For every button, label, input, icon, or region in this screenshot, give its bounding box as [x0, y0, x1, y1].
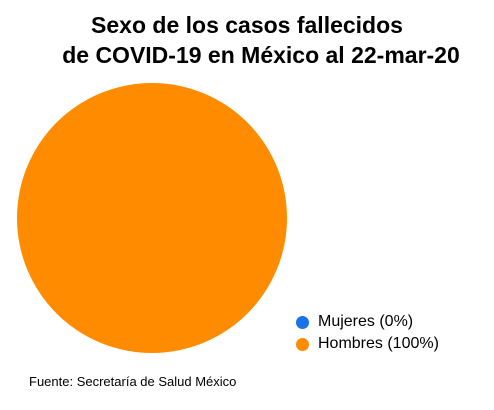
- legend-item-hombres[interactable]: Hombres (100%): [296, 333, 439, 355]
- legend-label-hombres: Hombres (100%): [318, 335, 439, 352]
- legend-label-mujeres: Mujeres (0%): [318, 313, 414, 330]
- pie-slice-hombres[interactable]: [17, 83, 287, 353]
- chart-title: Sexo de los casos fallecidos de COVID-19…: [0, 10, 494, 70]
- legend: Mujeres (0%) Hombres (100%): [296, 311, 439, 355]
- chart-title-line-2: de COVID-19 en México al 22-mar-20: [62, 42, 460, 68]
- legend-swatch-mujeres: [296, 315, 309, 329]
- legend-item-mujeres[interactable]: Mujeres (0%): [296, 311, 439, 333]
- legend-swatch-hombres: [296, 337, 309, 351]
- source-note: Fuente: Secretaría de Salud México: [29, 374, 237, 389]
- chart-title-line-1: Sexo de los casos fallecidos: [91, 12, 403, 38]
